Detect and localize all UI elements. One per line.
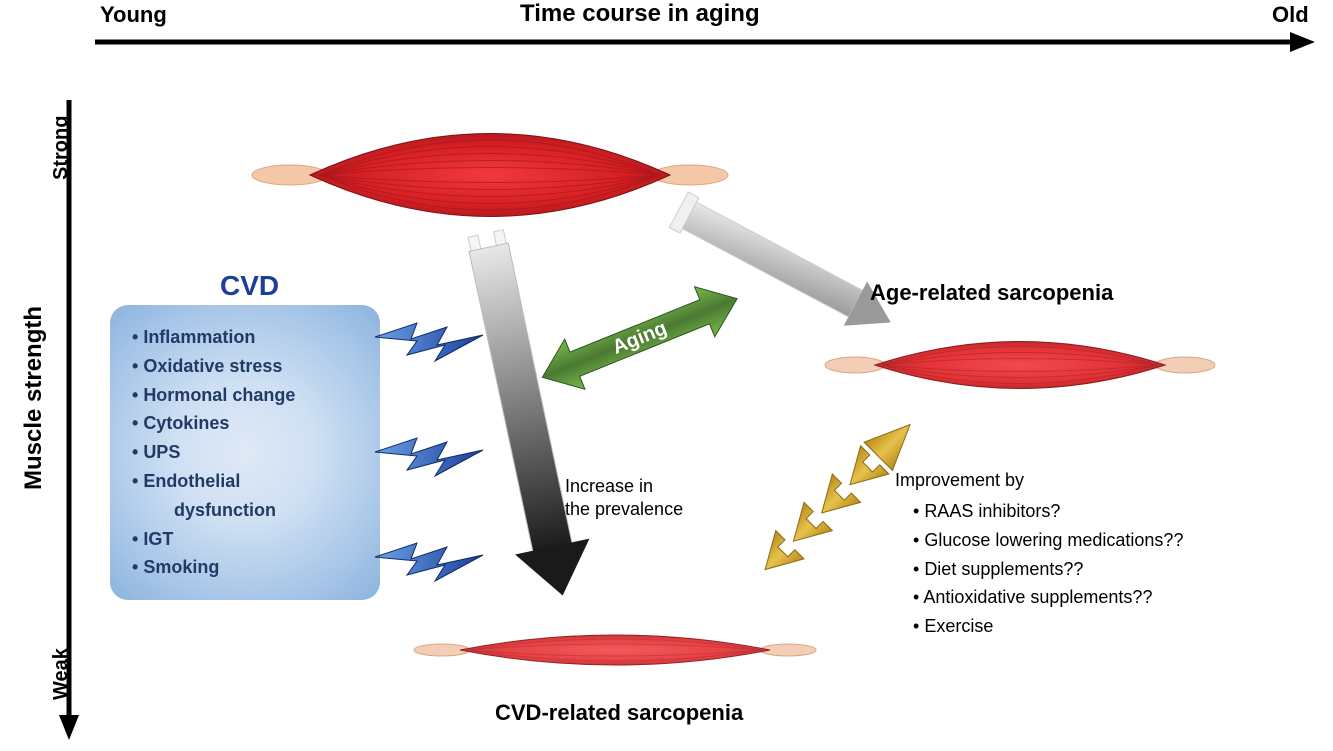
left-axis-title: Muscle strength xyxy=(20,306,48,490)
bolt-icon xyxy=(375,535,485,591)
improvement-list: RAAS inhibitors? Glucose lowering medica… xyxy=(913,497,1183,641)
muscle-large xyxy=(260,100,720,250)
improvement-block: Improvement by RAAS inhibitors? Glucose … xyxy=(895,470,1183,641)
improvement-title: Improvement by xyxy=(895,470,1183,491)
cvd-related-title: CVD-related sarcopenia xyxy=(495,700,743,726)
left-axis-strong: Strong xyxy=(50,116,73,180)
cvd-item: Inflammation xyxy=(132,323,358,352)
improve-item: Diet supplements?? xyxy=(913,555,1183,584)
increase-label: Increase in the prevalence xyxy=(565,475,683,520)
bolt-icon xyxy=(375,430,485,486)
muscle-small xyxy=(420,610,810,690)
aging-arrow: Aging xyxy=(540,290,760,410)
aging-label: Aging xyxy=(609,317,670,359)
cvd-factors-box: Inflammation Oxidative stress Hormonal c… xyxy=(110,305,380,600)
diagram-canvas: Young Time course in aging Old Muscle st… xyxy=(0,0,1333,751)
increase-line2: the prevalence xyxy=(565,498,683,521)
cvd-item: Oxidative stress xyxy=(132,352,358,381)
left-axis-arrow xyxy=(57,100,87,740)
top-axis-arrow xyxy=(95,32,1315,62)
improve-item: Glucose lowering medications?? xyxy=(913,526,1183,555)
increase-line1: Increase in xyxy=(565,475,683,498)
cvd-item: Smoking xyxy=(132,553,358,582)
top-axis-title: Time course in aging xyxy=(520,0,760,28)
bolt-icon xyxy=(375,315,485,371)
improve-item: Exercise xyxy=(913,612,1183,641)
top-axis-old: Old xyxy=(1272,2,1309,28)
cvd-item: Hormonal change xyxy=(132,381,358,410)
cvd-factors-list: Inflammation Oxidative stress Hormonal c… xyxy=(132,323,358,582)
muscle-mid xyxy=(830,310,1210,420)
improve-item: Antioxidative supplements?? xyxy=(913,583,1183,612)
cvd-item-sub: dysfunction xyxy=(132,496,358,525)
cvd-item: Endothelial xyxy=(132,467,358,496)
top-axis-young: Young xyxy=(100,2,167,28)
improve-item: RAAS inhibitors? xyxy=(913,497,1183,526)
left-axis-weak: Weak xyxy=(50,648,73,700)
cvd-item: IGT xyxy=(132,525,358,554)
cvd-item: Cytokines xyxy=(132,409,358,438)
cvd-item: UPS xyxy=(132,438,358,467)
cvd-title: CVD xyxy=(220,270,279,302)
age-related-title: Age-related sarcopenia xyxy=(870,280,1113,306)
